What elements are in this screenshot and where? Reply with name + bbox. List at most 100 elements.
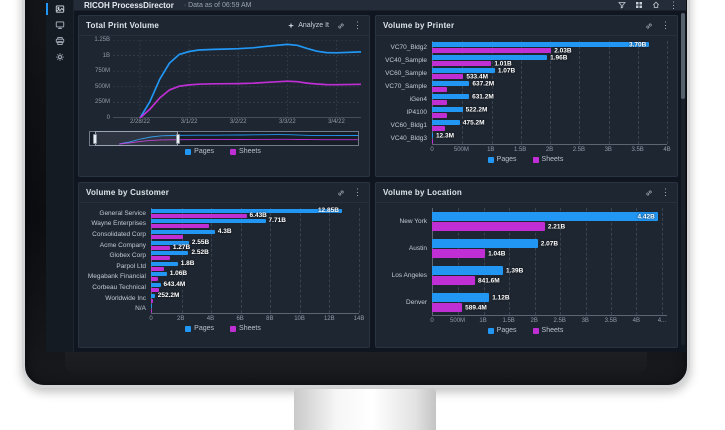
- brush-selection[interactable]: [95, 131, 179, 146]
- bar-pages[interactable]: 1.96B: [432, 54, 568, 61]
- bar-sheets[interactable]: 2.03B: [432, 47, 572, 54]
- legend-item-sheets[interactable]: Sheets: [230, 325, 261, 333]
- bar-pages[interactable]: 12.3M: [432, 132, 454, 139]
- topbar-kebab-menu[interactable]: ⋮: [669, 0, 678, 10]
- bar-sheets[interactable]: [432, 139, 433, 144]
- bar-pages[interactable]: 4.42B: [432, 212, 658, 221]
- category-label: Globex Corp: [109, 252, 147, 260]
- legend-item-sheets[interactable]: Sheets: [532, 156, 564, 164]
- legend-item-pages[interactable]: Pages: [487, 327, 517, 335]
- brush-handle-left[interactable]: [93, 133, 98, 144]
- bar-pages[interactable]: 1.39B: [432, 266, 523, 275]
- category-label: General Service: [99, 209, 146, 217]
- bar-sheets[interactable]: 1.27B: [151, 244, 190, 250]
- bar-value-label: 3.70B: [629, 41, 647, 48]
- bar-pages[interactable]: 4.3B: [151, 228, 232, 235]
- sidebar-nav: [46, 0, 74, 352]
- copy-link-button[interactable]: [337, 189, 345, 197]
- copy-link-button[interactable]: [337, 22, 345, 30]
- x-tick-label: 2B: [545, 147, 554, 153]
- bar-chart-body: New York 4.42B 2.21B Austin 2.07B 1.04B Los An…: [384, 208, 667, 345]
- panel-header: Volume by Customer ⋮: [79, 183, 369, 203]
- bar-sheets[interactable]: [151, 256, 171, 261]
- x-tick-label: 2.5B: [572, 147, 586, 153]
- layout-grid-button[interactable]: [635, 1, 643, 9]
- legend-item-pages[interactable]: Pages: [487, 156, 517, 164]
- panel-kebab-menu[interactable]: ⋮: [661, 187, 670, 197]
- analyze-it-button[interactable]: Analyze It: [287, 21, 329, 31]
- legend-label: Sheets: [541, 327, 564, 334]
- x-tick-label: 3B: [604, 147, 612, 153]
- sidebar-item-printers[interactable]: [46, 33, 74, 49]
- bar-sheets[interactable]: 1.04B: [432, 249, 505, 258]
- legend-label: Sheets: [541, 156, 564, 163]
- bar-sheets[interactable]: [432, 100, 447, 105]
- bar-pages[interactable]: 252.2M: [151, 292, 179, 298]
- panel-kebab-menu[interactable]: ⋮: [353, 187, 362, 197]
- gridline: [637, 41, 639, 144]
- bar-sheets[interactable]: [432, 126, 446, 131]
- bar-sheets[interactable]: 841.6M: [432, 276, 500, 285]
- screen: RICOH ProcessDirector · Data as of 06:59…: [46, 0, 686, 352]
- bar-pages[interactable]: 2.07B: [432, 239, 558, 248]
- sidebar-item-dashboard[interactable]: [46, 1, 74, 17]
- bar-pages[interactable]: 475.2M: [432, 119, 485, 126]
- bar-pages[interactable]: 637.2M: [432, 80, 494, 87]
- bar-sheets[interactable]: [432, 113, 447, 118]
- legend-item-sheets[interactable]: Sheets: [532, 327, 564, 335]
- bar-sheets[interactable]: 589.4M: [432, 303, 487, 312]
- monitor-icon: [55, 21, 64, 29]
- bar-pages[interactable]: 1.12B: [432, 293, 510, 302]
- bar-pages[interactable]: 631.2M: [432, 93, 494, 100]
- panel-kebab-menu[interactable]: ⋮: [353, 20, 362, 30]
- bar-sheets[interactable]: [151, 287, 160, 292]
- bar-sheets[interactable]: [151, 266, 165, 271]
- brush-handle-right[interactable]: [176, 133, 181, 144]
- bar-sheets[interactable]: 533.4M: [432, 73, 488, 80]
- bar-sheets[interactable]: [432, 87, 448, 92]
- line-plot-area: 0 250M 500M 750M 1B 1.25B: [94, 37, 361, 121]
- bar-pages[interactable]: 1.06B: [151, 271, 187, 277]
- x-axis-labels: 0 2B 4B 6B 8B 10B 12B 14B: [149, 314, 364, 323]
- chart-legend: Pages Sheets: [87, 325, 359, 333]
- panel-kebab-menu[interactable]: ⋮: [661, 20, 670, 30]
- filter-button[interactable]: [618, 1, 626, 9]
- bar-sheets[interactable]: 1.01B: [432, 60, 512, 67]
- bar-pages[interactable]: 7.71B: [151, 218, 286, 224]
- bar-pages[interactable]: [151, 304, 152, 309]
- bar-sheets[interactable]: 6.43B: [151, 212, 267, 219]
- sidebar-item-displays[interactable]: [46, 17, 74, 33]
- main-scrollbar[interactable]: [681, 13, 685, 345]
- filter-funnel-icon: [618, 2, 626, 9]
- bar-sheets[interactable]: [151, 234, 183, 239]
- bar-sheets[interactable]: [151, 309, 152, 314]
- bar-sheets[interactable]: [151, 224, 209, 229]
- gridline: [240, 208, 242, 313]
- scrollbar-thumb[interactable]: [681, 13, 685, 99]
- sidebar-item-settings[interactable]: [46, 49, 74, 65]
- bar-pages[interactable]: 643.4M: [151, 281, 185, 288]
- bar-sheets[interactable]: 2.21B: [432, 222, 565, 231]
- legend-item-pages[interactable]: Pages: [185, 325, 214, 333]
- x-tick-label: 2B: [530, 318, 538, 324]
- bar-sheets[interactable]: [151, 298, 153, 303]
- bar-pages[interactable]: 3.70B: [432, 41, 650, 48]
- category-label: VC70_Sample: [385, 83, 427, 90]
- bar-sheets[interactable]: [151, 277, 159, 282]
- bar-pages[interactable]: 12.85B: [151, 207, 342, 214]
- legend-swatch-icon: [487, 157, 494, 163]
- bar-pages[interactable]: 2.55B: [151, 239, 209, 245]
- bar-pages[interactable]: 522.2M: [432, 106, 487, 113]
- chart-legend: Pages Sheets: [85, 148, 361, 156]
- copy-link-button[interactable]: [645, 22, 653, 30]
- legend-item-sheets[interactable]: Sheets: [230, 148, 261, 156]
- bar-pages[interactable]: 1.8B: [151, 260, 194, 267]
- x-tick-label: 4...: [657, 318, 667, 324]
- copy-link-button[interactable]: [645, 189, 653, 197]
- time-range-brush[interactable]: [89, 131, 359, 146]
- legend-item-pages[interactable]: Pages: [185, 148, 214, 156]
- category-label: Austin: [408, 245, 427, 252]
- bar-pages[interactable]: 1.07B: [432, 67, 515, 74]
- home-button[interactable]: [652, 1, 660, 9]
- bar-pages[interactable]: 2.52B: [151, 249, 209, 256]
